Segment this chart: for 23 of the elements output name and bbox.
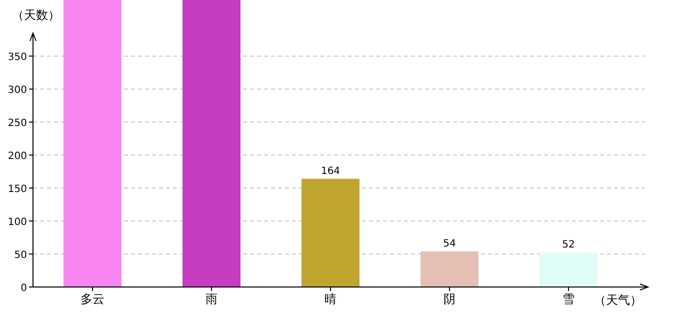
y-tick-label: 150	[8, 184, 27, 196]
y-tick-label: 250	[8, 118, 27, 130]
x-axis-title: （天气）	[594, 293, 642, 307]
data-label: 54	[443, 238, 456, 250]
y-tick-label: 350	[8, 52, 27, 64]
x-tick-label: 阴	[444, 292, 456, 306]
x-tick-label: 晴	[324, 292, 336, 306]
y-tick-label: 300	[8, 85, 27, 96]
bar	[540, 252, 598, 287]
data-label: 52	[562, 240, 575, 251]
x-tick-label: 雪	[562, 292, 574, 306]
y-tick-label: 0	[20, 283, 27, 294]
bar	[64, 0, 122, 287]
y-tick-label: 50	[14, 250, 27, 262]
x-tick-label: 雨	[206, 292, 218, 306]
bar	[302, 178, 360, 287]
bar	[420, 251, 478, 287]
y-tick-label: 100	[8, 217, 27, 228]
y-axis-title: （天数）	[12, 8, 60, 22]
x-tick-label: 多云	[80, 292, 104, 306]
data-label: 164	[320, 166, 340, 177]
bar	[182, 0, 240, 287]
y-tick-label: 200	[8, 151, 27, 162]
